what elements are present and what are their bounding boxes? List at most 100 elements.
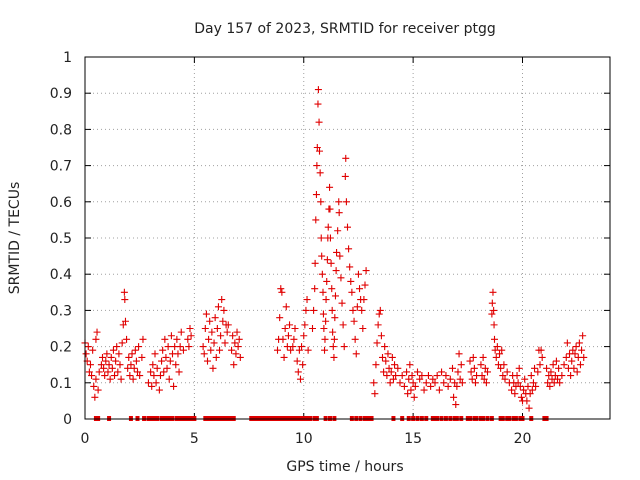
data-point — [111, 372, 119, 380]
data-point — [321, 346, 329, 354]
data-point — [328, 285, 336, 293]
data-point — [457, 361, 465, 369]
data-point — [210, 339, 218, 347]
data-point — [409, 379, 417, 387]
data-point — [103, 350, 111, 358]
data-point — [490, 306, 498, 314]
data-point — [130, 364, 138, 372]
data-point — [131, 346, 139, 354]
data-point — [524, 382, 532, 390]
data-point — [147, 368, 155, 376]
data-point — [529, 379, 537, 387]
data-point — [228, 346, 236, 354]
data-point — [490, 321, 498, 329]
data-point — [102, 357, 110, 365]
data-point — [112, 357, 120, 365]
data-point — [302, 306, 310, 314]
data-point — [456, 375, 464, 383]
x-tick-label: 10 — [295, 431, 313, 447]
data-point — [90, 382, 98, 390]
data-point — [455, 350, 463, 358]
data-point — [360, 296, 368, 304]
data-point — [345, 245, 353, 253]
data-point — [97, 361, 105, 369]
data-point — [534, 368, 542, 376]
data-point — [295, 346, 303, 354]
data-point — [380, 368, 388, 376]
data-point — [331, 314, 339, 322]
data-point — [400, 382, 408, 390]
data-point — [135, 343, 143, 351]
data-point — [156, 372, 164, 380]
data-point — [418, 372, 426, 380]
data-point — [95, 368, 103, 376]
data-point — [204, 357, 211, 365]
data-point — [427, 382, 435, 390]
data-point — [161, 335, 169, 343]
y-tick-label: 0.5 — [50, 231, 72, 247]
data-point — [114, 368, 122, 376]
data-point — [384, 350, 392, 358]
data-point — [223, 328, 231, 336]
data-point — [433, 372, 441, 380]
data-point — [303, 296, 311, 304]
chart-title: Day 157 of 2023, SRMTID for receiver ptg… — [194, 21, 496, 37]
data-point — [108, 364, 116, 372]
data-point — [327, 259, 335, 267]
data-point — [127, 361, 135, 369]
data-point — [326, 183, 334, 191]
y-tick-label: 1 — [63, 50, 72, 66]
data-point — [125, 353, 133, 361]
data-point — [312, 216, 320, 224]
data-point — [470, 364, 478, 372]
data-point — [551, 372, 559, 380]
data-point — [408, 372, 416, 380]
data-point — [580, 353, 588, 361]
data-point — [290, 335, 298, 343]
data-point — [552, 357, 560, 365]
data-point — [546, 382, 554, 390]
data-point — [139, 335, 147, 343]
data-point — [376, 306, 384, 314]
data-point — [341, 172, 349, 180]
data-point — [349, 306, 357, 314]
data-point — [361, 281, 369, 289]
x-tick-labels: 0 5 10 15 20 — [81, 431, 532, 447]
data-point — [411, 382, 419, 390]
data-point — [129, 375, 137, 383]
plot-frame — [84, 56, 611, 420]
data-point — [556, 379, 564, 387]
data-point — [333, 248, 341, 256]
data-point — [544, 379, 552, 387]
data-point — [493, 343, 501, 351]
data-point — [335, 209, 343, 217]
data-point — [286, 321, 294, 329]
data-point — [444, 382, 452, 390]
data-point — [118, 339, 126, 347]
data-point — [170, 382, 178, 390]
data-point — [532, 382, 540, 390]
data-point — [291, 325, 299, 332]
data-point — [431, 379, 439, 387]
data-point — [478, 372, 486, 380]
data-point — [342, 198, 350, 206]
data-point — [396, 379, 404, 387]
data-point — [321, 335, 329, 343]
data-point — [568, 357, 576, 365]
data-point — [149, 361, 157, 369]
data-point — [523, 397, 531, 405]
data-point — [206, 317, 214, 325]
data-point — [165, 375, 173, 383]
data-point — [337, 274, 345, 282]
data-point — [184, 335, 192, 343]
data-point — [538, 353, 546, 361]
data-point — [186, 325, 194, 332]
data-point — [579, 332, 587, 340]
data-point — [208, 328, 216, 336]
data-point — [319, 288, 327, 296]
data-point — [324, 223, 332, 231]
data-point — [570, 364, 578, 372]
data-point — [126, 372, 134, 380]
data-point — [312, 191, 320, 199]
y-tick-label: 0.3 — [50, 303, 72, 319]
